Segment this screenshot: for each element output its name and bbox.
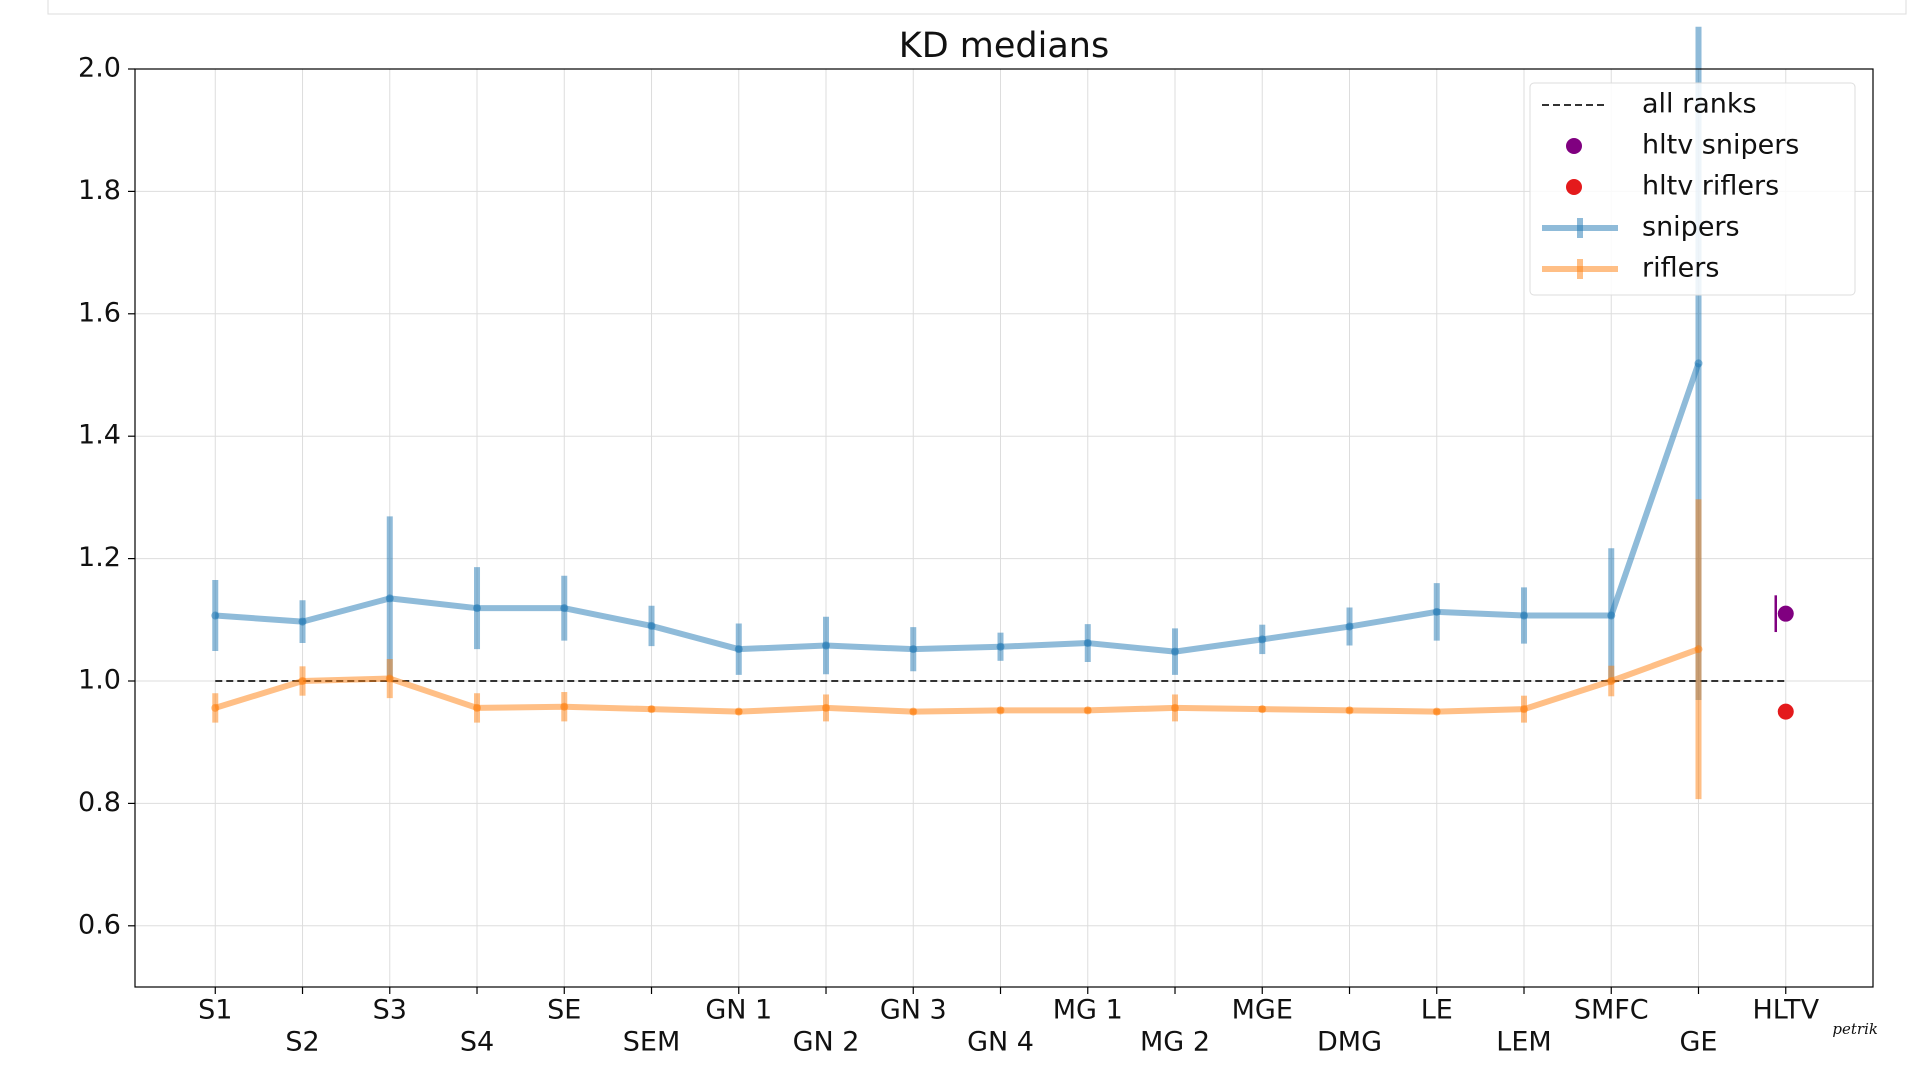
legend-label: hltv riflers <box>1642 171 1779 202</box>
cell-frame <box>47 0 1907 15</box>
y-tick-label: 1.0 <box>78 665 121 696</box>
y-tick-label: 0.8 <box>78 787 121 818</box>
legend-label: all ranks <box>1642 89 1757 120</box>
point <box>1694 645 1703 654</box>
point <box>1520 611 1529 620</box>
y-tick-label: 1.2 <box>78 542 121 573</box>
series-line <box>214 646 1700 715</box>
x-tick-label: GN 3 <box>880 995 947 1026</box>
y-tick-label: 1.8 <box>78 175 121 206</box>
point <box>298 617 307 626</box>
point <box>734 707 743 716</box>
y-tick-label: 1.6 <box>78 297 121 328</box>
point <box>473 703 482 712</box>
point <box>1345 706 1354 715</box>
y-tick-label: 2.0 <box>78 53 121 84</box>
point <box>647 621 656 630</box>
point <box>1083 706 1092 715</box>
legend-swatch <box>1566 138 1582 154</box>
x-tick-label: S3 <box>373 995 407 1026</box>
signature: petrik <box>1832 1020 1878 1038</box>
x-tick-label: S1 <box>198 995 232 1026</box>
point <box>385 594 394 603</box>
x-tick-label: GN 4 <box>967 1027 1034 1058</box>
legend-label: riflers <box>1642 253 1719 284</box>
x-tick-label: LEM <box>1496 1027 1551 1058</box>
point <box>1258 705 1267 714</box>
x-tick-label: GN 2 <box>793 1027 860 1058</box>
point <box>909 707 918 716</box>
x-tick-label: S2 <box>285 1027 319 1058</box>
x-tick-label: GE <box>1680 1027 1718 1058</box>
x-tick-label: SEM <box>623 1027 681 1058</box>
point <box>1432 707 1441 716</box>
point <box>1777 605 1794 622</box>
point <box>211 703 220 712</box>
point <box>1607 611 1616 620</box>
point <box>1607 677 1616 685</box>
point <box>1258 635 1267 644</box>
x-tick-label: MG 2 <box>1140 1027 1210 1058</box>
point <box>822 641 831 650</box>
x-tick-label: SE <box>547 995 581 1026</box>
point <box>1777 703 1794 720</box>
y-tick-label: 0.6 <box>78 909 121 940</box>
x-tick-label: S4 <box>460 1027 494 1058</box>
series-line <box>215 362 1702 655</box>
point <box>560 702 569 711</box>
x-tick-label: HLTV <box>1752 995 1819 1026</box>
point <box>1520 705 1529 714</box>
legend-label: snipers <box>1642 212 1740 243</box>
point <box>1171 703 1180 712</box>
point <box>298 677 307 685</box>
point <box>1694 359 1703 368</box>
point <box>996 706 1005 715</box>
legend-box <box>1529 82 1856 296</box>
point <box>1171 647 1180 656</box>
point <box>385 674 394 683</box>
point <box>996 642 1005 651</box>
x-tick-label: GN 1 <box>705 995 772 1026</box>
chart-title: KD medians <box>899 26 1109 66</box>
point <box>822 703 831 712</box>
point <box>1432 607 1441 616</box>
x-tick-label: LE <box>1421 995 1453 1026</box>
point <box>647 705 656 714</box>
legend-label: hltv snipers <box>1642 130 1799 161</box>
point <box>1345 622 1354 631</box>
point <box>734 645 743 654</box>
point <box>211 611 220 620</box>
plot-frame <box>134 68 1874 988</box>
x-tick-label: MG 1 <box>1053 995 1123 1026</box>
x-tick-label: SMFC <box>1574 995 1649 1026</box>
point <box>1083 639 1092 648</box>
point <box>909 645 918 654</box>
point <box>473 604 482 613</box>
x-tick-label: DMG <box>1317 1027 1382 1058</box>
x-tick-label: MGE <box>1232 995 1293 1026</box>
y-tick-label: 1.4 <box>78 420 121 451</box>
legend-swatch <box>1566 179 1582 195</box>
point <box>560 604 569 613</box>
